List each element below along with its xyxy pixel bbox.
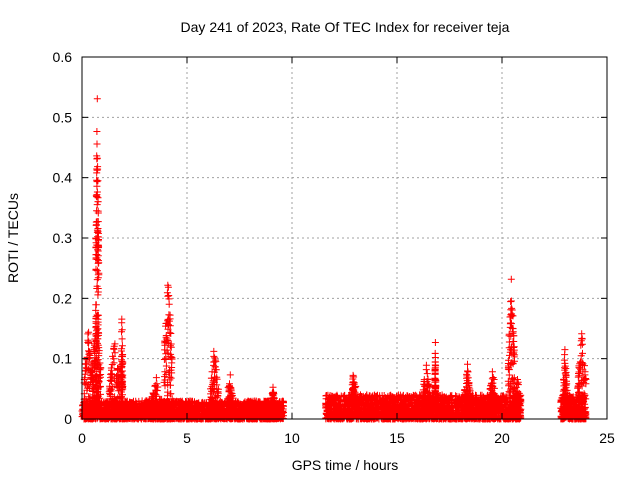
y-tick-label: 0.4 bbox=[53, 170, 73, 186]
data-points bbox=[78, 95, 590, 423]
chart-title: Day 241 of 2023, Rate Of TEC Index for r… bbox=[181, 19, 510, 35]
x-tick-label: 15 bbox=[389, 430, 405, 446]
roti-series-markers bbox=[78, 95, 590, 423]
axis-ticks bbox=[81, 56, 608, 420]
y-tick-label: 0.3 bbox=[53, 230, 73, 246]
x-axis-label: GPS time / hours bbox=[292, 457, 399, 473]
grid-lines bbox=[82, 57, 607, 419]
y-axis-label: ROTI / TECUs bbox=[5, 193, 21, 283]
y-tick-label: 0.6 bbox=[53, 49, 73, 65]
tick-labels: 0 5 10 15 20 25 0 0.1 0.2 0.3 0.4 0.5 0.6 bbox=[53, 49, 615, 446]
x-tick-label: 5 bbox=[183, 430, 191, 446]
x-tick-label: 0 bbox=[78, 430, 86, 446]
x-tick-label: 20 bbox=[494, 430, 510, 446]
y-tick-label: 0.1 bbox=[53, 351, 73, 367]
x-tick-label: 25 bbox=[599, 430, 615, 446]
y-tick-label: 0 bbox=[64, 411, 72, 427]
y-tick-label: 0.5 bbox=[53, 109, 73, 125]
y-tick-label: 0.2 bbox=[53, 290, 73, 306]
x-tick-label: 10 bbox=[284, 430, 300, 446]
